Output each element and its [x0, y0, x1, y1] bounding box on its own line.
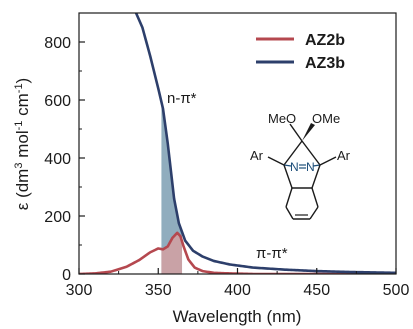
molecule-n-left: N — [290, 160, 299, 174]
annotation-n-pi: n-π* — [167, 90, 197, 107]
molecule-structure: MeO OMe Ar Ar N N — [250, 111, 351, 220]
y-axis-title-sup: 3 — [13, 163, 25, 169]
y-tick-label: 400 — [44, 151, 71, 168]
series-line-az2b — [79, 231, 396, 274]
y-tick-label: 200 — [44, 209, 71, 226]
molecule-ar-right: Ar — [337, 148, 351, 163]
molecule-n-right: N — [306, 160, 315, 174]
legend-label-az2b: AZ2b — [305, 32, 345, 49]
legend: AZ2b AZ3b — [256, 32, 345, 72]
series-line-az3b — [134, 13, 396, 274]
x-axis-title: Wavelength (nm) — [173, 307, 302, 326]
x-tick-label: 400 — [224, 282, 251, 299]
y-tick-label: 0 — [62, 267, 71, 284]
legend-label-az3b: AZ3b — [305, 55, 345, 72]
x-tick-label: 450 — [303, 282, 330, 299]
y-axis-title: ε (dm3 mol-1 cm-1) — [13, 78, 32, 210]
molecule-ome: OMe — [312, 111, 340, 126]
y-axis-title-part: cm — [13, 93, 32, 120]
molecule-ar-left: Ar — [250, 148, 264, 163]
shaded-region-az2b — [161, 232, 183, 274]
y-axis-title-sup: -1 — [13, 83, 25, 93]
annotation-pi-pi: π-π* — [256, 245, 288, 262]
molecule-meo: MeO — [268, 111, 296, 126]
y-axis-title-part: ) — [13, 78, 32, 84]
y-tick-label: 600 — [44, 93, 71, 110]
x-tick-label: 350 — [145, 282, 172, 299]
y-axis-title-part: ε (dm — [13, 169, 32, 211]
x-tick-label: 300 — [66, 282, 93, 299]
x-tick-label: 500 — [383, 282, 410, 299]
plot-frame — [78, 12, 397, 275]
y-axis-title-part: mol — [13, 130, 32, 162]
y-axis-title-sup: -1 — [13, 121, 25, 131]
y-tick-label: 800 — [44, 35, 71, 52]
